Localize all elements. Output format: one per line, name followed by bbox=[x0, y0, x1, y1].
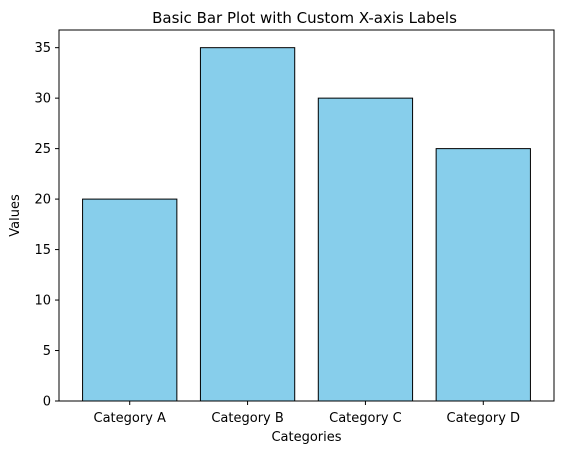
y-tick-label: 10 bbox=[34, 294, 51, 309]
x-tick-label: Category D bbox=[447, 411, 521, 426]
x-tick-label: Category C bbox=[329, 411, 402, 426]
chart-title: Basic Bar Plot with Custom X-axis Labels bbox=[152, 9, 457, 27]
y-tick-label: 20 bbox=[34, 193, 51, 208]
bar-category-a bbox=[82, 198, 178, 402]
x-axis-ticks: Category A Category B Category C Category D bbox=[94, 401, 521, 426]
y-axis-label: Values bbox=[8, 194, 23, 237]
x-tick-label: Category B bbox=[211, 411, 283, 426]
y-tick-label: 35 bbox=[34, 41, 51, 56]
bar-category-c bbox=[317, 97, 414, 402]
y-tick-label: 0 bbox=[43, 395, 51, 410]
x-tick-label: Category A bbox=[94, 411, 167, 426]
bar-category-b bbox=[199, 47, 296, 402]
bars-layer bbox=[82, 47, 531, 402]
y-tick-label: 30 bbox=[34, 92, 51, 107]
x-axis-label: Categories bbox=[271, 430, 341, 445]
bar-category-d bbox=[435, 148, 531, 402]
y-tick-label: 25 bbox=[34, 142, 51, 157]
y-axis-ticks: 0 5 10 15 20 25 30 35 bbox=[34, 41, 59, 410]
plot-area-frame bbox=[58, 29, 555, 402]
y-tick-label: 5 bbox=[43, 344, 51, 359]
y-tick-label: 15 bbox=[34, 243, 51, 258]
